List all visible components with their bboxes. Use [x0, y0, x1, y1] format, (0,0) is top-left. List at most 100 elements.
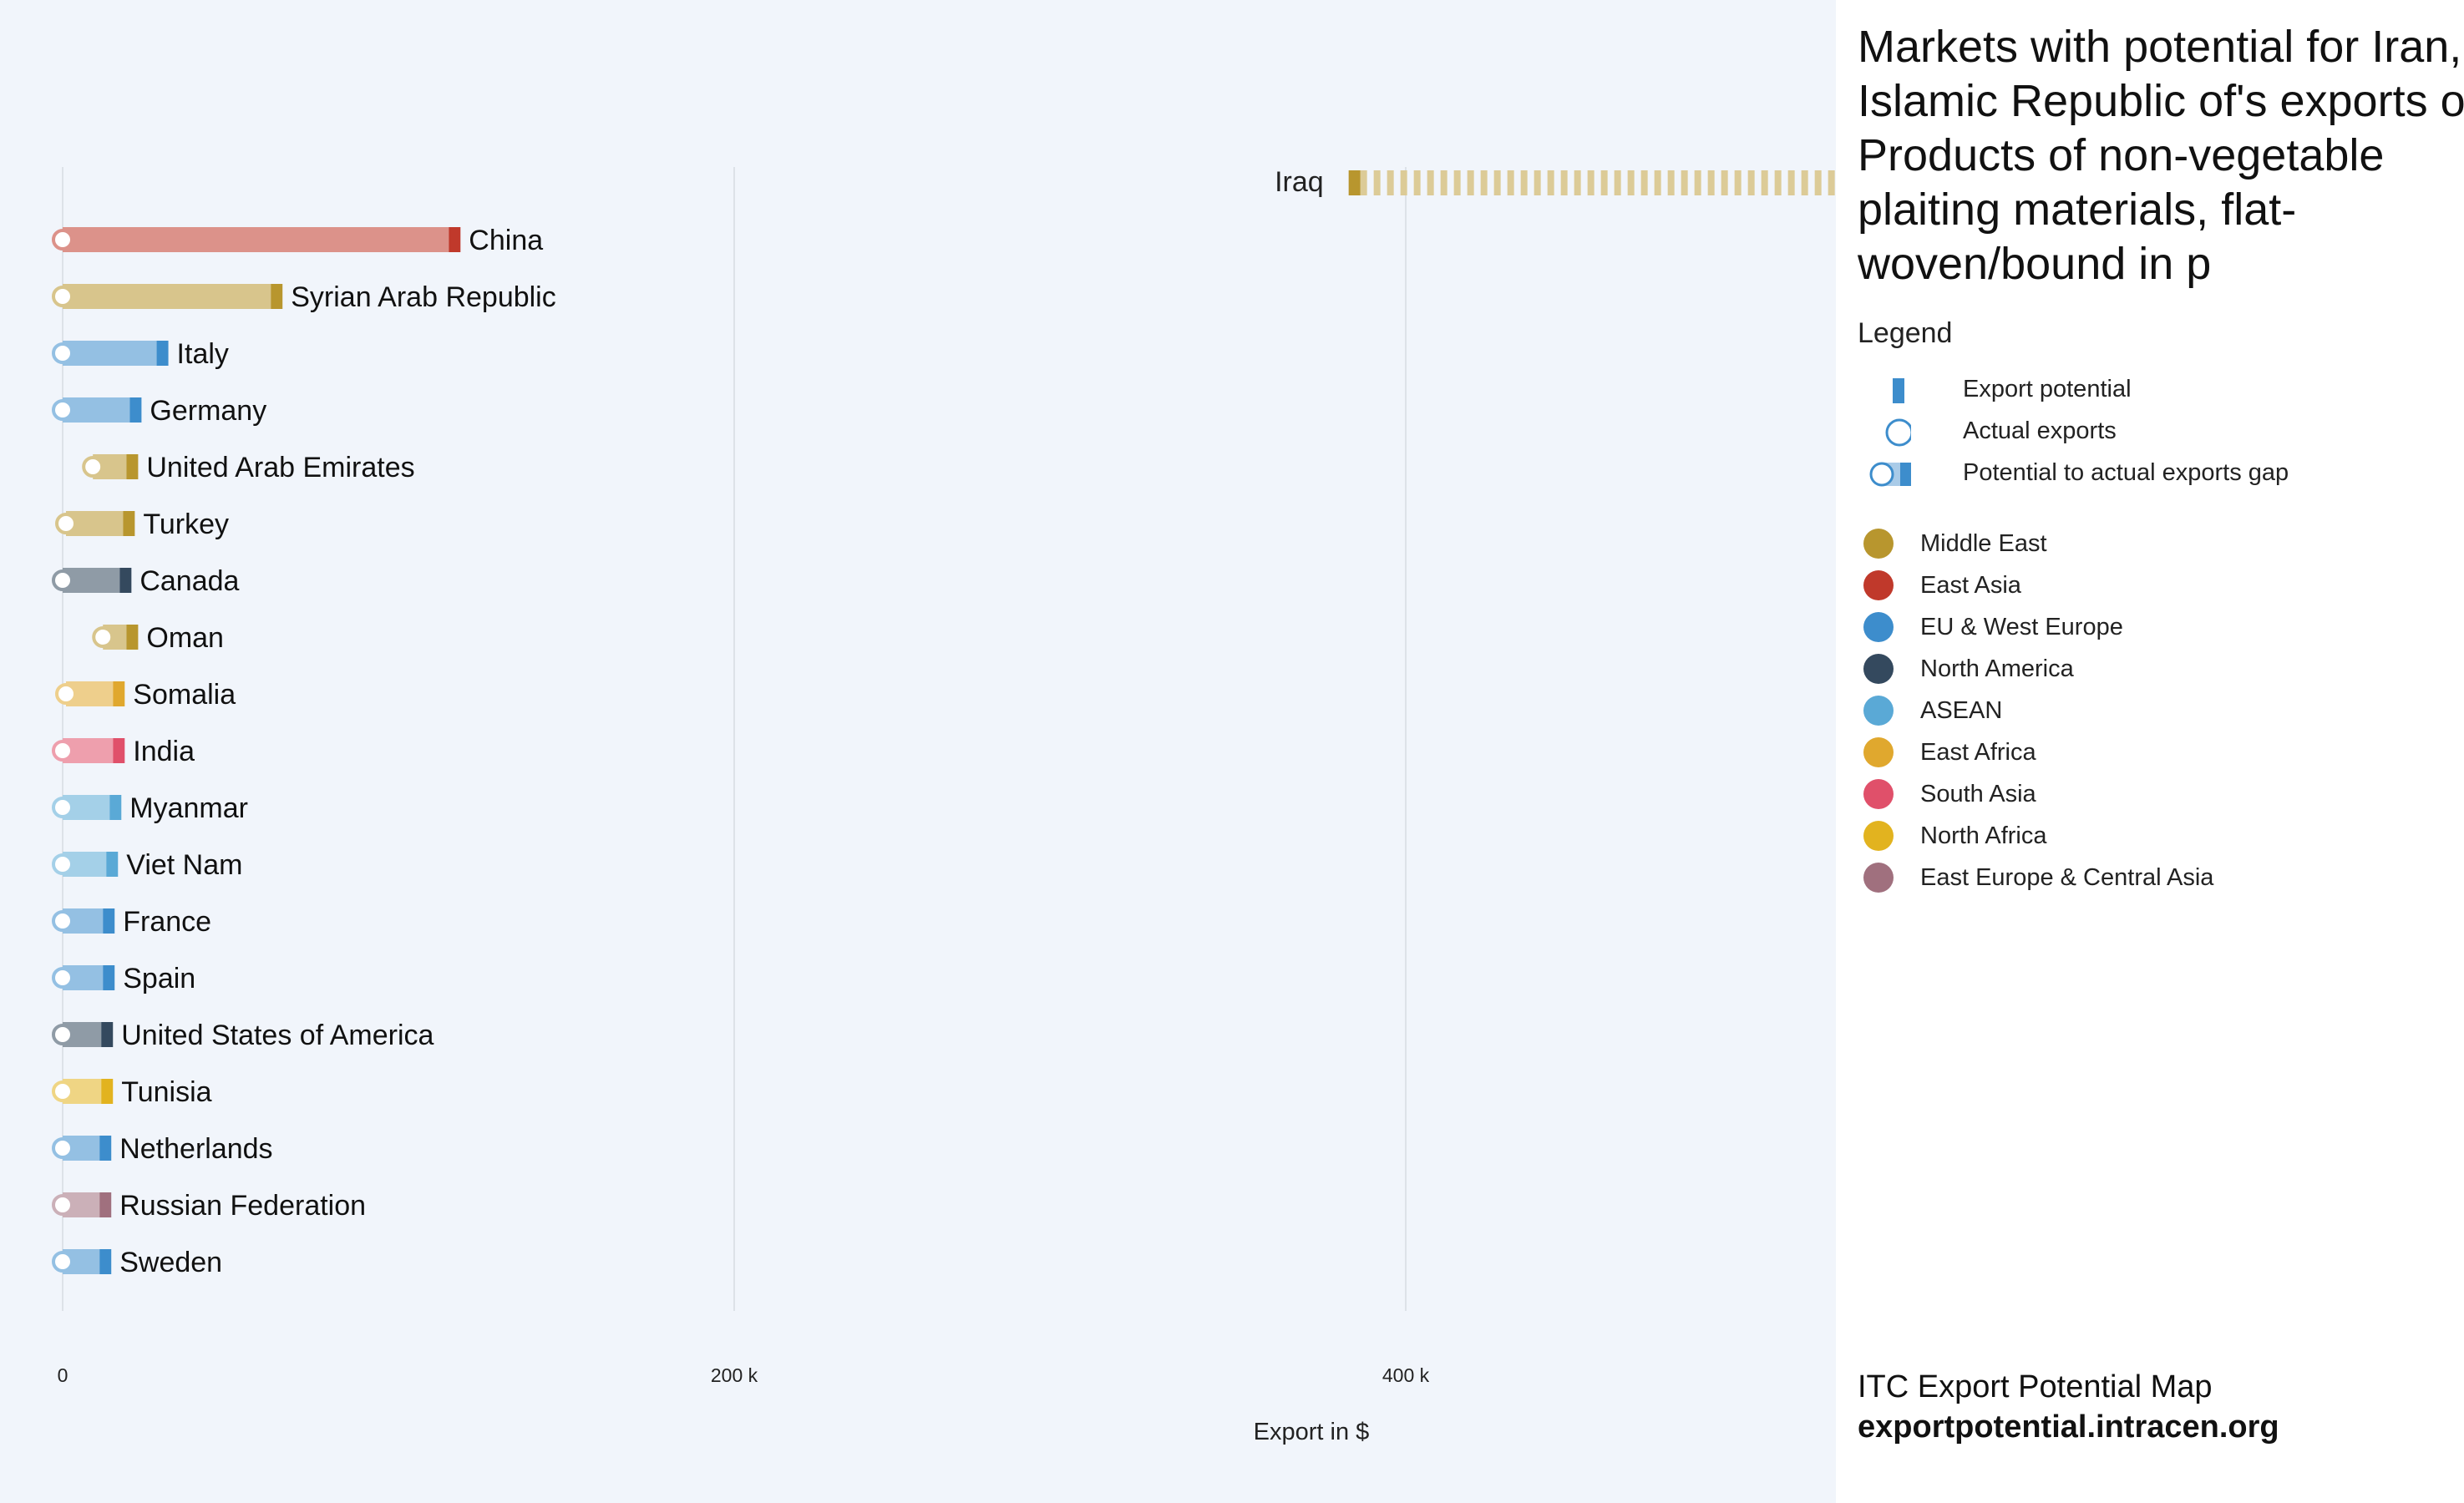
market-label: Oman: [146, 622, 224, 654]
region-color-dot-icon: [1863, 696, 1894, 726]
actual-exports-marker: [52, 286, 74, 307]
actual-exports-marker: [52, 1137, 74, 1159]
export-potential-marker: [449, 227, 461, 252]
export-potential-marker: [101, 1022, 114, 1047]
actual-exports-marker: [52, 229, 74, 250]
legend-region-row[interactable]: East Asia: [1836, 567, 2464, 609]
legend-region-row[interactable]: South Asia: [1836, 776, 2464, 817]
actual-exports-marker: [52, 967, 74, 989]
market-label: Syrian Arab Republic: [291, 281, 556, 313]
legend-heading: Legend: [1858, 317, 1953, 349]
actual-exports-marker: [52, 853, 74, 875]
region-color-dot-icon: [1863, 654, 1894, 684]
market-label: India: [133, 736, 195, 767]
legend-region-row[interactable]: Middle East: [1836, 525, 2464, 567]
market-label: Italy: [177, 338, 229, 370]
export-potential-marker: [271, 284, 283, 309]
market-label: France: [123, 906, 211, 938]
region-color-dot-icon: [1863, 529, 1894, 559]
legend-symbol-row: Potential to actual exports gap: [1836, 454, 2464, 496]
x-tick-label: 400 k: [1382, 1364, 1430, 1386]
export-potential-marker: [113, 681, 125, 706]
legend-region-label: East Europe & Central Asia: [1920, 864, 2214, 891]
export-potential-marker: [99, 1136, 112, 1161]
export-potential-marker: [99, 1249, 112, 1274]
market-label: Tunisia: [121, 1076, 211, 1108]
export-potential-marker: [123, 511, 135, 536]
region-color-dot-icon: [1863, 612, 1894, 642]
legend-region-label: North America: [1920, 655, 2074, 682]
legend-region-label: South Asia: [1920, 781, 2036, 807]
actual-exports-marker: [82, 456, 104, 478]
legend-region-label: Middle East: [1920, 530, 2047, 557]
market-label: United Arab Emirates: [146, 452, 414, 483]
actual-exports-icon: [1885, 418, 1911, 447]
actual-exports-marker: [52, 1024, 74, 1045]
legend-region-row[interactable]: EU & West Europe: [1836, 609, 2464, 650]
actual-exports-marker: [55, 683, 78, 705]
market-label: Russian Federation: [119, 1190, 366, 1222]
export-potential-marker: [106, 852, 119, 877]
gap-bar: [63, 227, 449, 252]
gap-bar: [63, 284, 271, 309]
market-label: United States of America: [121, 1020, 433, 1051]
market-label: Turkey: [143, 509, 229, 540]
legend-region-row[interactable]: ASEAN: [1836, 692, 2464, 734]
actual-exports-marker: [52, 740, 74, 762]
market-label: Somalia: [133, 679, 236, 711]
export-potential-marker: [126, 625, 139, 650]
x-tick-label: 0: [58, 1364, 68, 1386]
legend-region-row[interactable]: East Africa: [1836, 734, 2464, 776]
region-color-dot-icon: [1863, 821, 1894, 851]
actual-exports-marker: [52, 569, 74, 591]
export-potential-marker: [103, 965, 115, 990]
actual-exports-marker: [52, 1080, 74, 1102]
region-color-dot-icon: [1863, 779, 1894, 809]
x-tick-label: 200 k: [711, 1364, 758, 1386]
actual-exports-marker: [52, 797, 74, 818]
actual-exports-marker: [92, 626, 114, 648]
market-label: Spain: [123, 963, 195, 994]
export-potential-marker: [126, 454, 139, 479]
actual-exports-marker: [55, 513, 78, 534]
footer-brand: ITC Export Potential Map: [1858, 1369, 2213, 1404]
actual-exports-marker: [52, 1251, 74, 1273]
legend-region-label: East Asia: [1920, 572, 2021, 599]
market-label: Viet Nam: [126, 849, 242, 881]
export-potential-icon: [1893, 378, 1904, 403]
legend-region-label: EU & West Europe: [1920, 614, 2123, 640]
export-potential-marker: [156, 341, 169, 366]
legend-symbol-row: Actual exports: [1836, 412, 2464, 454]
export-potential-marker: [119, 568, 132, 593]
legend-region-label: North Africa: [1920, 822, 2047, 849]
gap-icon: [1869, 462, 1911, 487]
actual-exports-marker: [52, 399, 74, 421]
legend-symbol-label: Potential to actual exports gap: [1963, 459, 2289, 486]
gap-bar: [63, 397, 130, 423]
export-potential-marker: [101, 1079, 114, 1104]
market-label: Canada: [139, 565, 239, 597]
actual-exports-marker: [52, 910, 74, 932]
legend-symbol-label: Export potential: [1963, 376, 2132, 402]
market-label: Sweden: [119, 1247, 222, 1278]
legend-symbol-row: Export potential: [1836, 371, 2464, 412]
market-label: Myanmar: [129, 792, 248, 824]
market-label: Germany: [150, 395, 266, 427]
region-color-dot-icon: [1863, 570, 1894, 600]
legend-region-row[interactable]: East Europe & Central Asia: [1836, 859, 2464, 901]
legend-region-row[interactable]: North Africa: [1836, 817, 2464, 859]
legend-symbol-label: Actual exports: [1963, 418, 2117, 444]
export-potential-marker: [109, 795, 122, 820]
legend-region-row[interactable]: North America: [1836, 650, 2464, 692]
actual-exports-marker: [52, 1194, 74, 1216]
chart-title: Markets with potential for Iran, Islamic…: [1858, 22, 2464, 289]
export-potential-marker: [113, 738, 125, 763]
export-potential-marker: [99, 1192, 112, 1217]
legend-region-label: East Africa: [1920, 739, 2036, 766]
footer-url[interactable]: exportpotential.intracen.org: [1858, 1409, 2279, 1445]
market-label: Netherlands: [119, 1133, 272, 1165]
export-potential-marker: [103, 908, 115, 934]
region-color-dot-icon: [1863, 863, 1894, 893]
